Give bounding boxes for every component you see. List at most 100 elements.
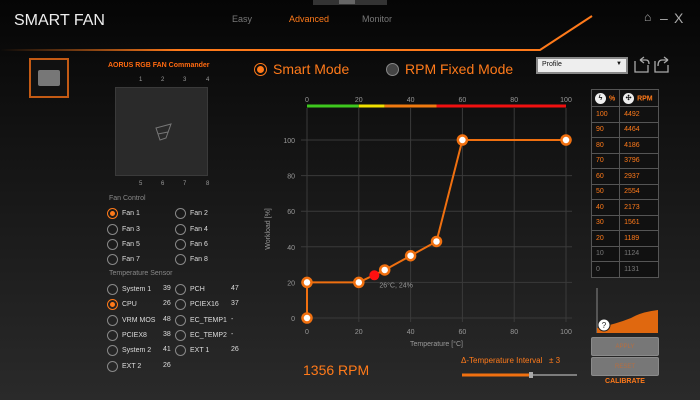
radio-icon bbox=[107, 224, 118, 235]
rpm-table-row: 90 4464 bbox=[590, 121, 659, 138]
radio-icon bbox=[107, 299, 118, 311]
fan-label: Fan 7 bbox=[122, 256, 140, 263]
header-accent-line bbox=[0, 15, 593, 51]
sensor-radio[interactable]: CPU bbox=[107, 299, 137, 311]
curve-control-point[interactable] bbox=[456, 134, 469, 146]
x-tick-label: 20 bbox=[355, 329, 363, 336]
radio-icon bbox=[107, 345, 118, 357]
top-tick-label: 0 bbox=[305, 97, 309, 104]
calibration-curve bbox=[597, 310, 658, 333]
fan-curve-chart[interactable]: 0 20 40 60 80 100 0 20 40 60 80 100 0 20 40 60 80 100 Temp… bbox=[260, 90, 580, 360]
x-tick-label: 60 bbox=[459, 329, 467, 336]
interval-label: Δ-Temperature Interval bbox=[461, 356, 543, 365]
percent-cell: 100 bbox=[590, 106, 621, 123]
port-4: 4 bbox=[206, 77, 210, 83]
sensor-radio[interactable]: System 2 bbox=[107, 345, 151, 357]
reset-button[interactable]: RESET bbox=[591, 357, 659, 376]
sensor-radio[interactable]: VRM MOS bbox=[107, 314, 156, 326]
curve-control-point[interactable] bbox=[430, 235, 443, 248]
rpm-cell: 2173 bbox=[619, 199, 659, 216]
help-icon[interactable] bbox=[597, 318, 611, 332]
calibration-preview-graph: ? bbox=[596, 288, 658, 333]
calibrate-button[interactable]: CALIBRATE bbox=[605, 378, 645, 385]
rpm-cell: 1124 bbox=[619, 245, 659, 262]
export-profile-icon[interactable] bbox=[653, 56, 671, 74]
rpm-cell: 3796 bbox=[619, 152, 659, 169]
curve-control-point[interactable] bbox=[404, 249, 417, 262]
curve-control-point[interactable] bbox=[353, 276, 365, 289]
close-button[interactable]: X bbox=[674, 10, 684, 26]
apply-button[interactable]: APPLY bbox=[591, 337, 659, 356]
rpm-readout: 1356 RPM bbox=[303, 362, 370, 378]
percent-cell: 0 bbox=[590, 261, 621, 278]
minimize-button[interactable]: – bbox=[660, 10, 668, 26]
sensor-label: PCIEX16 bbox=[190, 301, 219, 309]
sensor-radio[interactable]: EC_TEMP2 bbox=[175, 329, 227, 341]
radio-icon bbox=[107, 314, 118, 326]
rpm-cell: 4464 bbox=[619, 121, 659, 138]
fan-4-radio[interactable]: Fan 4 bbox=[175, 224, 208, 235]
rpm-table-row: 60 2937 bbox=[590, 168, 659, 185]
rpm-cell: 1131 bbox=[619, 261, 659, 278]
profile-dropdown[interactable]: Profile ▼ bbox=[536, 57, 628, 74]
port-8: 8 bbox=[206, 181, 210, 187]
radio-icon bbox=[107, 239, 118, 250]
fan-5-radio[interactable]: Fan 5 bbox=[107, 239, 140, 250]
fan-7-radio[interactable]: Fan 7 bbox=[107, 254, 140, 265]
radio-icon bbox=[175, 284, 186, 295]
radio-icon bbox=[175, 208, 186, 219]
sensor-value: - bbox=[231, 315, 234, 323]
curve-control-point[interactable] bbox=[378, 264, 391, 276]
percent-cell: 10 bbox=[590, 245, 621, 262]
x-tick-label: 80 bbox=[510, 329, 518, 336]
temperature-interval-label: Δ-Temperature Interval ± 3 bbox=[461, 356, 560, 365]
tab-easy[interactable]: Easy bbox=[232, 14, 253, 24]
sensor-label: VRM MOS bbox=[122, 316, 156, 324]
tab-advanced[interactable]: Advanced bbox=[289, 14, 330, 24]
help-label: ? bbox=[602, 321, 607, 330]
sensor-radio[interactable]: EXT 1 bbox=[175, 345, 209, 357]
fan-control-label: Fan Control bbox=[109, 195, 146, 202]
fan-1-radio[interactable]: Fan 1 bbox=[107, 208, 140, 219]
device-thumbnail[interactable] bbox=[29, 58, 69, 98]
sensor-radio[interactable]: PCIEX16 bbox=[175, 299, 219, 311]
profile-value: Profile bbox=[542, 61, 562, 68]
rpm-table-row: 10 1124 bbox=[590, 245, 659, 262]
radio-icon bbox=[175, 254, 186, 265]
app-title: SMART FAN bbox=[14, 12, 105, 29]
rpm-table-row: 50 2554 bbox=[590, 183, 659, 200]
y-tick-label: 100 bbox=[283, 138, 295, 145]
top-tick-label: 40 bbox=[407, 97, 415, 104]
fan-8-radio[interactable]: Fan 8 bbox=[175, 254, 208, 265]
fan-6-radio[interactable]: Fan 6 bbox=[175, 239, 208, 250]
smart-mode-label: Smart Mode bbox=[273, 61, 350, 77]
slider-handle[interactable] bbox=[529, 372, 533, 378]
fan-2-radio[interactable]: Fan 2 bbox=[175, 208, 208, 219]
radio-icon bbox=[175, 299, 186, 311]
smart-mode-radio[interactable]: Smart Mode bbox=[254, 61, 349, 77]
x-tick-label: 100 bbox=[560, 329, 572, 336]
rpm-header: ✣ RPM bbox=[619, 89, 659, 107]
sensor-radio[interactable]: PCIEX8 bbox=[107, 329, 147, 341]
top-tick-label: 100 bbox=[560, 97, 572, 104]
sensor-label: EC_TEMP2 bbox=[190, 331, 227, 339]
sensor-radio[interactable]: EXT 2 bbox=[107, 360, 141, 372]
fan-3-radio[interactable]: Fan 3 bbox=[107, 224, 140, 235]
temperature-interval-slider[interactable] bbox=[462, 372, 577, 378]
percent-cell: 90 bbox=[590, 121, 621, 138]
tab-monitor[interactable]: Monitor bbox=[362, 14, 393, 24]
import-profile-icon[interactable] bbox=[633, 56, 651, 74]
radio-icon bbox=[107, 254, 118, 265]
window-drag-handle[interactable] bbox=[313, 0, 387, 5]
rpm-fixed-mode-radio[interactable]: RPM Fixed Mode bbox=[386, 61, 513, 77]
home-icon[interactable]: ⌂ bbox=[644, 10, 652, 24]
curve-control-point[interactable] bbox=[301, 276, 313, 289]
curve-control-point[interactable] bbox=[301, 312, 313, 324]
curve-control-point[interactable] bbox=[560, 134, 572, 146]
interval-value: ± 3 bbox=[549, 356, 561, 365]
percent-cell: 30 bbox=[590, 214, 621, 231]
sensor-radio[interactable]: PCH bbox=[175, 284, 205, 295]
x-tick-label: 0 bbox=[305, 329, 309, 336]
sensor-radio[interactable]: EC_TEMP1 bbox=[175, 314, 227, 326]
sensor-radio[interactable]: System 1 bbox=[107, 284, 151, 295]
